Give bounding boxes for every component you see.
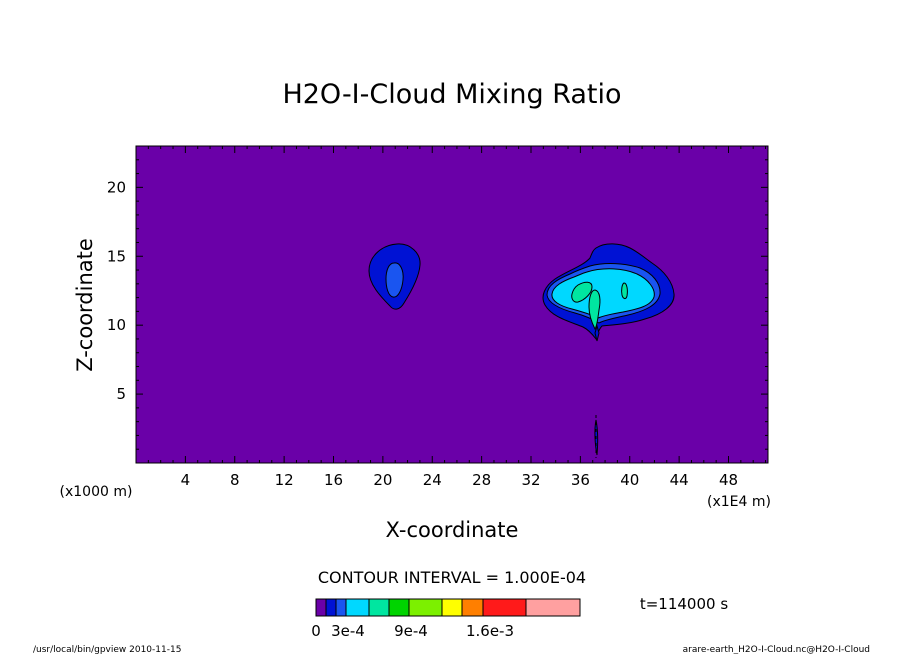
x-tick-label: 40 xyxy=(620,471,639,489)
x-tick-label: 32 xyxy=(521,471,540,489)
colorbar-swatch xyxy=(388,598,410,617)
colorbar-swatch xyxy=(335,598,347,617)
colorbar-swatch xyxy=(345,598,370,617)
colorbar-label: 3e-4 xyxy=(331,622,365,640)
colorbar-swatch xyxy=(461,598,484,617)
x-tick-label: 44 xyxy=(670,471,689,489)
y-tick-label: 20 xyxy=(107,178,126,196)
small-cloud xyxy=(368,243,421,310)
y-tick-label: 15 xyxy=(107,247,126,265)
large-cloud-core-center-contour xyxy=(588,289,601,330)
chart-title: H2O-I-Cloud Mixing Ratio xyxy=(282,79,621,110)
colorbar-swatch xyxy=(408,598,443,617)
colorbar-labels: 0 3e-4 9e-4 1.6e-3 xyxy=(311,622,514,640)
colorbar-swatch xyxy=(441,598,463,617)
y-axis: 5 10 15 20 xyxy=(107,159,768,450)
fall-streak-upper-contour xyxy=(594,324,600,342)
y-unit-label: (x1000 m) xyxy=(60,484,133,500)
contour-interval-text: CONTOUR INTERVAL = 1.000E-04 xyxy=(318,568,586,587)
x-tick-label: 16 xyxy=(324,471,343,489)
x-tick-label: 12 xyxy=(275,471,294,489)
x-tick-label: 4 xyxy=(181,471,191,489)
x-tick-label: 28 xyxy=(472,471,491,489)
x-tick-label: 20 xyxy=(373,471,392,489)
x-axis-label: X-coordinate xyxy=(386,518,519,542)
x-tick-label: 8 xyxy=(230,471,240,489)
colorbar xyxy=(315,598,581,617)
colorbar-label: 0 xyxy=(311,622,321,640)
x-tick-label: 36 xyxy=(571,471,590,489)
large-cloud xyxy=(542,243,675,458)
small-cloud-inner-contour xyxy=(385,262,404,298)
large-cloud-core-left-contour xyxy=(571,281,593,303)
x-unit-label: (x1E4 m) xyxy=(707,494,771,510)
colorbar-swatch xyxy=(368,598,390,617)
colorbar-swatch xyxy=(525,598,581,617)
colorbar-label: 1.6e-3 xyxy=(466,622,514,640)
x-tick-label: 48 xyxy=(719,471,738,489)
colorbar-swatch xyxy=(325,598,337,617)
y-tick-label: 10 xyxy=(107,316,126,334)
colorbar-swatch xyxy=(482,598,527,617)
plot-frame xyxy=(135,145,769,464)
x-tick-label: 24 xyxy=(423,471,442,489)
large-cloud-core-right-contour xyxy=(621,282,628,299)
colorbar-label: 9e-4 xyxy=(394,622,428,640)
footer-left-text: /usr/local/bin/gpview 2010-11-15 xyxy=(33,645,181,654)
footer-right-text: arare-earth_H2O-I-Cloud.nc@H2O-I-Cloud xyxy=(683,645,870,654)
time-text: t=114000 s xyxy=(640,595,728,613)
colorbar-swatch xyxy=(315,598,327,617)
x-axis: 4 8 12 16 20 24 28 32 36 40 44 48 xyxy=(147,146,767,489)
y-axis-label: Z-coordinate xyxy=(73,238,97,372)
plot-area xyxy=(136,146,768,463)
y-tick-label: 5 xyxy=(116,385,126,403)
